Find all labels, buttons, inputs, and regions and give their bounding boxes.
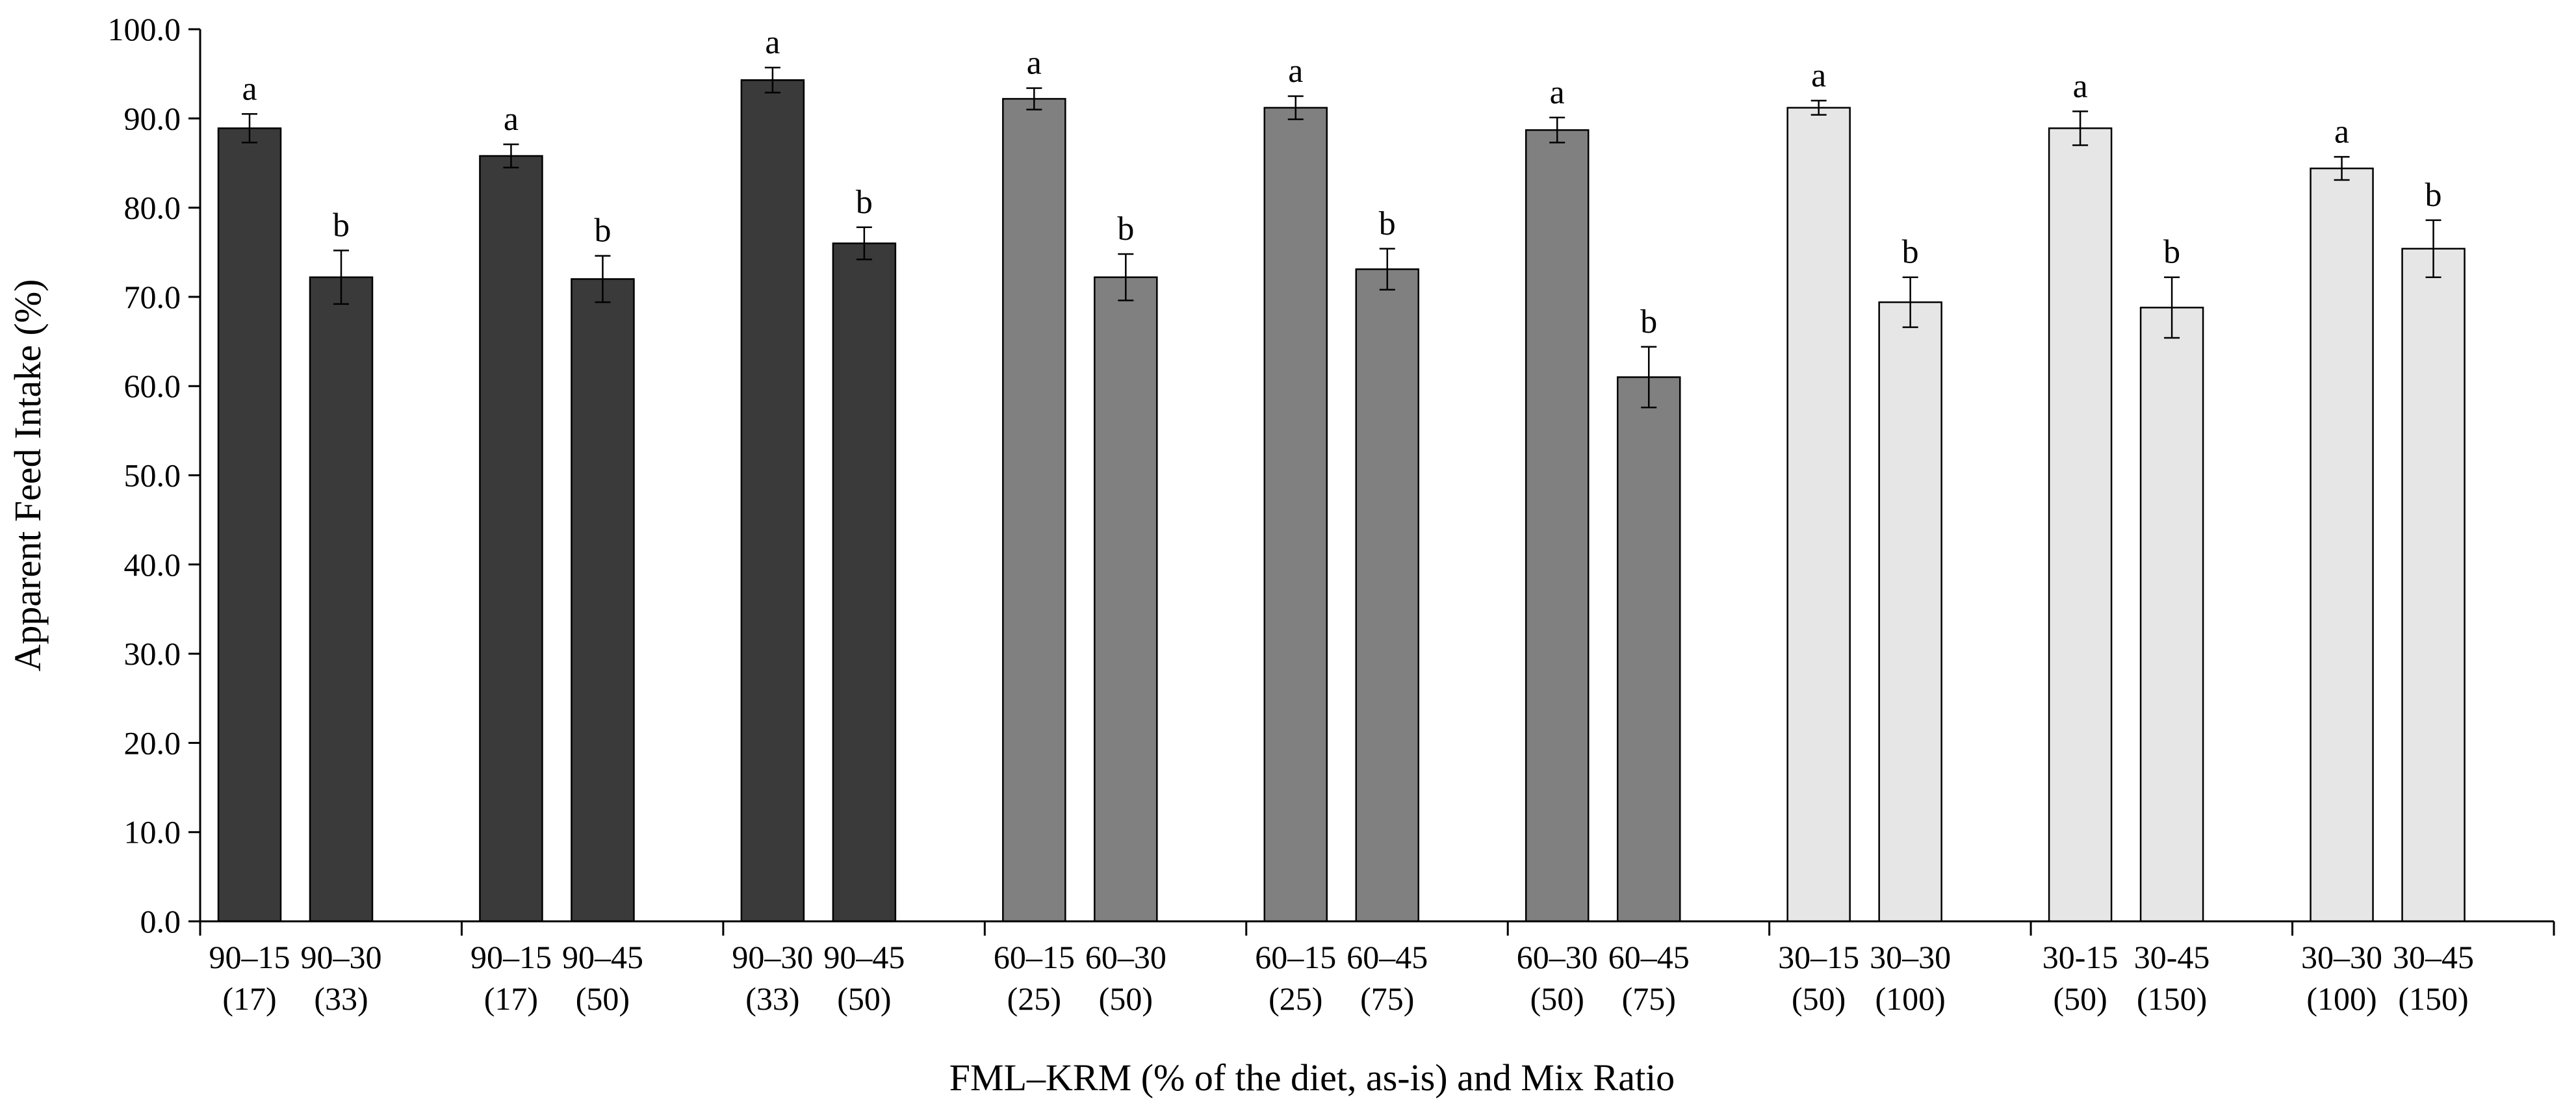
x-category-ratio: (150) [2398, 980, 2468, 1017]
x-category-ratio: (25) [1007, 980, 1061, 1017]
bar [1878, 301, 1942, 923]
significance-letter: b [594, 212, 611, 249]
x-axis-title: FML–KRM (% of the diet, as-is) and Mix R… [949, 1056, 1675, 1099]
x-category-label: 30-15 [2042, 939, 2119, 975]
x-category-ratio: (100) [2306, 980, 2376, 1017]
y-tick-label: 50.0 [124, 457, 181, 494]
bar [1786, 107, 1851, 923]
x-category-label: 60–15 [994, 939, 1075, 975]
bar [1525, 129, 1590, 923]
y-tick-label: 30.0 [124, 635, 181, 672]
significance-letter: a [504, 101, 519, 138]
bar [217, 127, 282, 923]
significance-letter: a [242, 70, 257, 107]
bar [2048, 127, 2113, 923]
x-axis: 90–15 (17) 90–30 (33) 90–15 (17) 90–45 (50) 90–3… [199, 920, 2555, 1017]
bar [1616, 376, 1681, 923]
y-axis-title: Apparent Feed Intake (%) [6, 279, 49, 672]
x-category-label: 90–15 [209, 939, 290, 975]
significance-letter: a [1811, 57, 1826, 94]
significance-letter: a [1027, 45, 1042, 82]
y-tick-label: 60.0 [124, 368, 181, 404]
bar [2310, 167, 2374, 923]
x-category-label: 90–45 [562, 939, 643, 975]
significance-letter: a [2334, 113, 2349, 150]
significance-letter: b [1379, 205, 1396, 242]
x-category-ratio: (50) [1530, 980, 1584, 1017]
y-tick-label: 0.0 [140, 903, 181, 940]
x-category-label: 60–15 [1255, 939, 1336, 975]
significance-letter: b [1902, 234, 1919, 271]
x-category-ratio: (75) [1622, 980, 1676, 1017]
bar [740, 79, 805, 923]
x-category-ratio: (25) [1269, 980, 1322, 1017]
x-category-ratio: (50) [576, 980, 630, 1017]
x-category-label: 30–30 [2301, 939, 2382, 975]
significance-letter: b [2425, 177, 2442, 214]
y-tick-label: 40.0 [124, 546, 181, 583]
bar [1355, 268, 1420, 923]
significance-letter: a [2073, 68, 2088, 105]
significance-letter: b [2163, 234, 2180, 271]
bar [1263, 107, 1328, 923]
x-category-label: 60–30 [1517, 939, 1598, 975]
bar [571, 278, 635, 923]
y-tick-label: 80.0 [124, 190, 181, 226]
x-category-label: 60–45 [1346, 939, 1428, 975]
significance-letter: b [856, 184, 873, 221]
significance-letter: a [765, 24, 780, 61]
bar [2139, 307, 2204, 923]
x-category-label: 90–30 [301, 939, 382, 975]
x-category-label: 30-45 [2134, 939, 2210, 975]
x-category-label: 30–15 [1778, 939, 1859, 975]
x-category-ratio: (17) [222, 980, 276, 1017]
y-tick-label: 100.0 [108, 11, 181, 47]
y-tick-label: 10.0 [124, 814, 181, 851]
bar [2401, 248, 2466, 923]
x-category-ratio: (50) [1099, 980, 1153, 1017]
bar [1094, 276, 1158, 923]
significance-letter: b [1640, 303, 1657, 340]
significance-letter: a [1550, 74, 1565, 111]
x-category-ratio: (50) [1792, 980, 1846, 1017]
x-category-label: 30–30 [1870, 939, 1951, 975]
y-tick-label: 20.0 [124, 724, 181, 761]
bar [832, 242, 897, 923]
significance-letter: b [1117, 211, 1134, 248]
x-category-label: 30–45 [2393, 939, 2474, 975]
x-category-ratio: (150) [2137, 980, 2207, 1017]
bar [479, 155, 543, 923]
x-category-ratio: (75) [1360, 980, 1414, 1017]
significance-letter: a [1288, 53, 1303, 90]
x-category-label: 90–15 [470, 939, 552, 975]
x-category-label: 90–45 [823, 939, 905, 975]
x-category-ratio: (50) [837, 980, 891, 1017]
x-category-ratio: (17) [484, 980, 538, 1017]
bar [309, 276, 374, 923]
y-tick-label: 70.0 [124, 279, 181, 315]
x-category-label: 60–30 [1085, 939, 1166, 975]
x-category-ratio: (50) [2053, 980, 2107, 1017]
bar [1002, 97, 1066, 923]
x-category-ratio: (100) [1875, 980, 1946, 1017]
y-axis: 0.0 10.0 20.0 30.0 40.0 50.0 60.0 70.0 80.0 90.0 1… [108, 11, 201, 940]
significance-letter: b [333, 207, 350, 244]
x-category-ratio: (33) [745, 980, 799, 1017]
x-category-label: 90–30 [732, 939, 813, 975]
x-category-label: 60–45 [1608, 939, 1690, 975]
plot-area: a b a b a b a b a b a b a b a b a b [217, 24, 2466, 923]
x-category-ratio: (33) [314, 980, 368, 1017]
y-tick-label: 90.0 [124, 100, 181, 136]
